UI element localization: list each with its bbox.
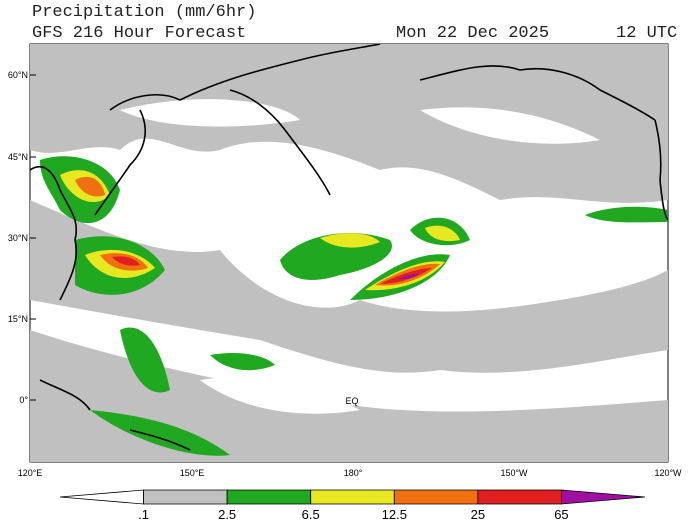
lon-label: 180° [344,468,363,478]
lat-label: 60°N [8,70,28,80]
longitude-labels: 120°E 150°E 180° 150°W 120°W [18,468,682,478]
title: Precipitation (mm/6hr) [32,3,256,22]
coastlines [30,44,668,451]
latitude-labels: 60°N 45°N 30°N 15°N 0° [8,70,36,405]
lon-label: 120°E [18,468,43,478]
colorbar: .1 2.5 6.5 12.5 25 65 [59,489,646,522]
colorbar-swatch [310,489,395,505]
lon-label: 120°W [654,468,682,478]
colorbar-swatch [226,489,312,505]
colorbar-swatch [59,489,144,505]
lat-label: 30°N [8,233,28,243]
colorbar-swatch [561,489,646,505]
colorbar-swatch [393,489,479,505]
colorbar-swatch [477,489,562,505]
map: EQ [29,43,669,463]
colorbar-label: 65 [554,507,568,522]
colorbar-label: .1 [138,507,149,522]
lon-label: 150°W [500,468,528,478]
date: Mon 22 Dec 2025 [396,24,549,43]
colorbar-label: 2.5 [218,507,236,522]
lat-label: 45°N [8,152,28,162]
colorbar-label: 12.5 [382,507,407,522]
colorbar-label: 25 [471,507,485,522]
lat-label: 15°N [8,314,28,324]
subtitle: GFS 216 Hour Forecast [32,24,246,43]
lat-label: 0° [19,395,28,405]
time: 12 UTC [616,24,677,43]
lon-label: 150°E [180,468,205,478]
colorbar-swatch [143,489,228,505]
equator-label: EQ [345,396,358,406]
colorbar-label: 6.5 [302,507,320,522]
